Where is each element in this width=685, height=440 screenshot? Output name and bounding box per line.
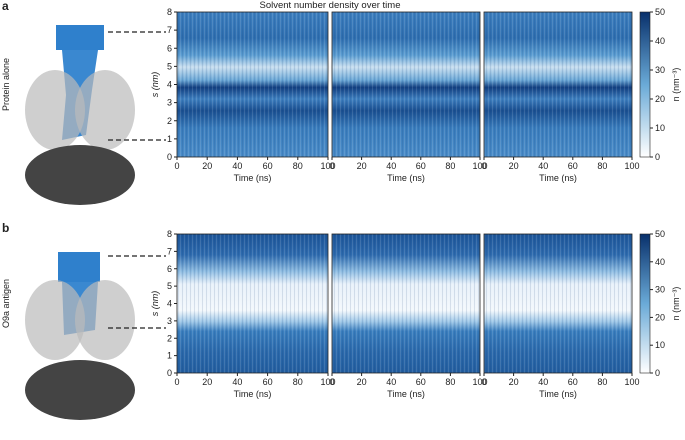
y-tick-label: 8: [167, 229, 172, 239]
x-tick-label: 40: [232, 377, 242, 387]
y-tick-label: 0: [167, 152, 172, 162]
row-label: Protein alone: [1, 58, 11, 111]
colorbar-tick-label: 50: [655, 229, 665, 239]
x-tick-label: 0: [481, 161, 486, 171]
x-tick-label: 60: [416, 161, 426, 171]
heatmap-texture: [332, 12, 480, 157]
y-tick-label: 2: [167, 116, 172, 126]
x-tick-label: 80: [597, 161, 607, 171]
y-tick-label: 4: [167, 299, 172, 309]
title: Solvent number density over time: [260, 0, 401, 11]
y-axis-label: s (nm): [150, 72, 160, 98]
x-tick-label: 40: [538, 377, 548, 387]
x-tick-label: 100: [472, 377, 487, 387]
colorbar-tick-label: 0: [655, 152, 660, 162]
protein-a: [25, 25, 135, 205]
x-tick-label: 100: [624, 377, 639, 387]
x-tick-label: 80: [293, 161, 303, 171]
panel-frame: [331, 11, 481, 158]
y-tick-label: 1: [167, 134, 172, 144]
heatmap-texture: [177, 234, 328, 373]
colorbar: [639, 233, 651, 374]
y-tick-label: 6: [167, 43, 172, 53]
y-tick-label: 3: [167, 316, 172, 326]
colorbar-tick-label: 30: [655, 285, 665, 295]
x-tick-label: 80: [445, 377, 455, 387]
x-tick-label: 0: [329, 377, 334, 387]
y-axis-label: s (nm): [150, 291, 160, 317]
y-tick-label: 1: [167, 351, 172, 361]
y-tick-label: 7: [167, 246, 172, 256]
colorbar-tick-label: 30: [655, 65, 665, 75]
x-tick-label: 60: [416, 377, 426, 387]
y-tick-label: 0: [167, 368, 172, 378]
heatmap-texture: [332, 234, 480, 373]
colorbar-label: n (nm⁻³): [671, 68, 681, 102]
x-axis-label: Time (ns): [387, 389, 425, 399]
x-tick-label: 20: [202, 161, 212, 171]
x-tick-label: 60: [263, 377, 273, 387]
x-tick-label: 40: [386, 161, 396, 171]
y-tick-label: 8: [167, 7, 172, 17]
colorbar-tick-label: 10: [655, 340, 665, 350]
panel-frame: [483, 233, 633, 374]
x-tick-label: 60: [568, 161, 578, 171]
colorbar: [639, 11, 651, 158]
x-tick-label: 100: [320, 161, 335, 171]
colorbar-tick-label: 50: [655, 7, 665, 17]
y-tick-label: 5: [167, 281, 172, 291]
x-tick-label: 20: [202, 377, 212, 387]
x-tick-label: 100: [320, 377, 335, 387]
x-axis-label: Time (ns): [539, 173, 577, 183]
x-tick-label: 40: [538, 161, 548, 171]
panel-label: b: [2, 221, 9, 235]
y-tick-label: 4: [167, 80, 172, 90]
y-tick-label: 6: [167, 264, 172, 274]
x-tick-label: 0: [329, 161, 334, 171]
colorbar-label: n (nm⁻³): [671, 287, 681, 321]
colorbar-tick-label: 20: [655, 312, 665, 322]
x-tick-label: 80: [597, 377, 607, 387]
x-tick-label: 40: [386, 377, 396, 387]
x-tick-label: 20: [509, 377, 519, 387]
x-tick-label: 20: [357, 377, 367, 387]
x-axis-label: Time (ns): [387, 173, 425, 183]
guides: [108, 31, 166, 329]
x-tick-label: 0: [174, 377, 179, 387]
x-tick-label: 20: [509, 161, 519, 171]
colorbar-tick-label: 10: [655, 123, 665, 133]
x-axis-label: Time (ns): [234, 389, 272, 399]
x-tick-label: 40: [232, 161, 242, 171]
heatmap-texture: [484, 234, 632, 373]
y-tick-label: 3: [167, 98, 172, 108]
colorbar-tick-label: 40: [655, 257, 665, 267]
x-tick-label: 80: [445, 161, 455, 171]
x-axis-label: Time (ns): [539, 389, 577, 399]
heatmap-texture: [484, 12, 632, 157]
x-tick-label: 20: [357, 161, 367, 171]
x-axis-label: Time (ns): [234, 173, 272, 183]
x-tick-label: 80: [293, 377, 303, 387]
colorbar-tick-label: 20: [655, 94, 665, 104]
panel-label: a: [2, 0, 9, 13]
x-tick-label: 0: [174, 161, 179, 171]
x-tick-label: 60: [263, 161, 273, 171]
panel-frame: [331, 233, 481, 374]
heatmap-texture: [177, 12, 328, 157]
x-tick-label: 0: [481, 377, 486, 387]
panel-frame: [483, 11, 633, 158]
x-tick-label: 100: [624, 161, 639, 171]
protein-b: [25, 252, 135, 420]
row-label: O9a antigen: [1, 279, 11, 328]
y-tick-label: 5: [167, 61, 172, 71]
y-tick-label: 2: [167, 333, 172, 343]
y-tick-label: 7: [167, 25, 172, 35]
colorbar-tick-label: 0: [655, 368, 660, 378]
colorbar-tick-label: 40: [655, 36, 665, 46]
x-tick-label: 60: [568, 377, 578, 387]
x-tick-label: 100: [472, 161, 487, 171]
